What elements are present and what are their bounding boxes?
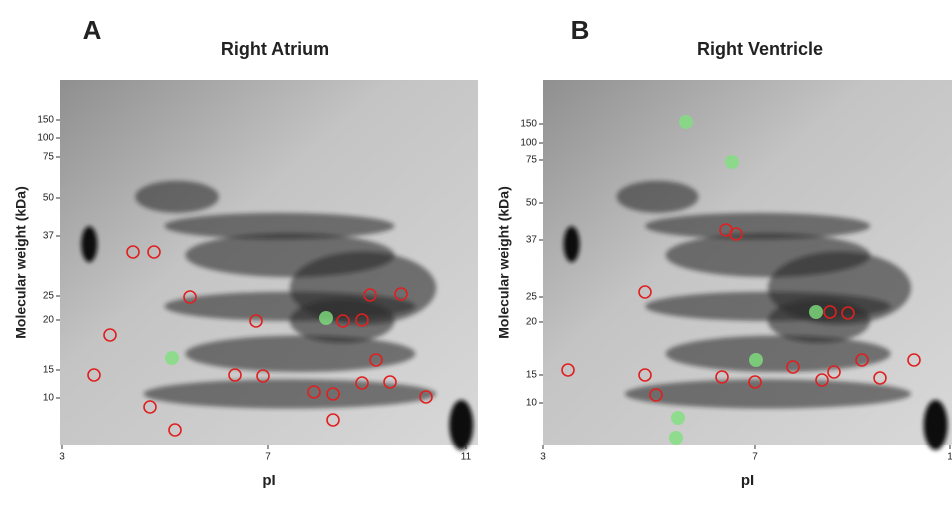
red-spot-marker: [103, 328, 117, 342]
red-spot-marker: [786, 360, 800, 374]
x-tick-label: 7: [752, 452, 758, 463]
gel-bands: [81, 180, 474, 450]
red-spot-marker: [638, 368, 652, 382]
red-spot-marker: [228, 368, 242, 382]
panel-letter: A: [83, 15, 102, 45]
green-spot-marker: [165, 351, 179, 365]
red-spot-marker: [729, 227, 743, 241]
red-spot-marker: [815, 373, 829, 387]
gel-band: [164, 212, 395, 240]
panel-title: Right Atrium: [221, 39, 329, 59]
x-tick-label: 11: [461, 452, 472, 463]
y-tick-label: 15: [526, 370, 538, 381]
gel-band: [185, 335, 416, 372]
red-spot-marker: [383, 375, 397, 389]
y-tick-label: 100: [520, 138, 537, 149]
y-tick-label: 10: [43, 393, 55, 404]
y-tick-label: 25: [526, 292, 538, 303]
x-tick-label: 1: [947, 452, 952, 463]
x-tick-label: 3: [540, 452, 546, 463]
x-axis-label: pI: [262, 472, 275, 489]
panel-title: Right Ventricle: [697, 39, 823, 59]
red-spot-marker: [168, 423, 182, 437]
red-spot-marker: [561, 363, 575, 377]
gel-band: [289, 299, 395, 343]
gel-spot: [563, 226, 580, 263]
y-axis-label: Molecular weight (kDa): [496, 186, 512, 338]
y-axis-label: Molecular weight (kDa): [13, 186, 29, 338]
red-spot-marker: [715, 370, 729, 384]
gel-band: [135, 180, 219, 213]
red-spot-marker: [249, 314, 263, 328]
green-spot-marker: [671, 411, 685, 425]
green-spot-marker: [809, 305, 823, 319]
red-spot-marker: [841, 306, 855, 320]
red-spot-marker: [355, 376, 369, 390]
gel-spot: [923, 400, 948, 450]
green-spot-marker: [679, 115, 693, 129]
y-tick-label: 25: [43, 291, 55, 302]
red-spot-marker: [126, 245, 140, 259]
red-spot-marker: [336, 314, 350, 328]
gel-band: [665, 335, 891, 372]
x-tick-label: 7: [265, 452, 271, 463]
green-spot-marker: [725, 155, 739, 169]
gel-bands: [563, 180, 948, 450]
y-tick-label: 150: [37, 115, 54, 126]
green-spot-marker: [669, 431, 683, 445]
y-tick-label: 150: [520, 119, 537, 130]
x-tick-label: 3: [59, 452, 65, 463]
panel-letter: B: [571, 15, 590, 45]
gel-spot: [449, 400, 474, 450]
y-tick-label: 10: [526, 398, 538, 409]
gel-spot: [81, 226, 98, 263]
red-spot-marker: [907, 353, 921, 367]
red-spot-marker: [855, 353, 869, 367]
green-spot-marker: [749, 353, 763, 367]
red-spot-marker: [143, 400, 157, 414]
green-spot-marker: [319, 311, 333, 325]
gel-band: [624, 379, 912, 409]
red-spot-marker: [183, 290, 197, 304]
y-tick-label: 50: [43, 193, 55, 204]
y-tick-label: 50: [526, 198, 538, 209]
red-spot-marker: [326, 387, 340, 401]
red-spot-marker: [873, 371, 887, 385]
y-tick-label: 20: [526, 317, 538, 328]
red-spot-marker: [748, 375, 762, 389]
red-spot-marker: [394, 287, 408, 301]
gel-band: [616, 180, 699, 213]
red-spot-marker: [307, 385, 321, 399]
red-spot-marker: [369, 353, 383, 367]
red-spot-marker: [638, 285, 652, 299]
y-tick-label: 15: [43, 365, 55, 376]
red-spot-marker: [823, 305, 837, 319]
red-spot-marker: [419, 390, 433, 404]
gel-band: [143, 379, 437, 409]
y-tick-label: 100: [37, 133, 54, 144]
y-tick-label: 75: [526, 155, 538, 166]
red-spot-marker: [256, 369, 270, 383]
red-spot-marker: [649, 388, 663, 402]
x-axis-label: pI: [741, 472, 754, 489]
red-spot-marker: [355, 313, 369, 327]
red-spot-marker: [827, 365, 841, 379]
red-spot-marker: [87, 368, 101, 382]
gel-band: [767, 299, 871, 343]
y-tick-label: 20: [43, 315, 55, 326]
y-tick-label: 37: [526, 235, 538, 246]
y-tick-label: 37: [43, 231, 55, 242]
red-spot-marker: [326, 413, 340, 427]
red-spot-marker: [147, 245, 161, 259]
y-tick-label: 75: [43, 152, 55, 163]
gel-band: [645, 212, 871, 240]
red-spot-marker: [363, 288, 377, 302]
